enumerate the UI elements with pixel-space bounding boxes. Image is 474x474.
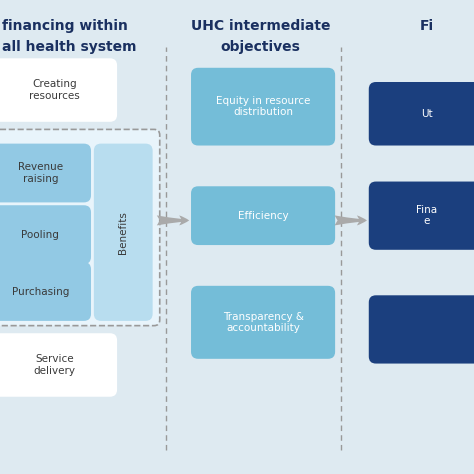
FancyBboxPatch shape xyxy=(191,186,335,245)
Text: Transparency &
accountability: Transparency & accountability xyxy=(223,311,303,333)
Text: Service
delivery: Service delivery xyxy=(34,354,75,376)
Text: objectives: objectives xyxy=(221,40,301,55)
Text: Efficiency: Efficiency xyxy=(238,210,288,221)
Text: Purchasing: Purchasing xyxy=(11,286,69,297)
FancyBboxPatch shape xyxy=(369,82,474,146)
FancyBboxPatch shape xyxy=(0,144,91,202)
FancyBboxPatch shape xyxy=(191,286,335,359)
Text: Ut: Ut xyxy=(421,109,432,119)
Text: Creating
resources: Creating resources xyxy=(29,79,80,101)
FancyBboxPatch shape xyxy=(0,262,91,321)
Text: Pooling: Pooling xyxy=(21,229,59,240)
Text: Equity in resource
distribution: Equity in resource distribution xyxy=(216,96,310,118)
FancyBboxPatch shape xyxy=(0,205,91,264)
Text: Benefits: Benefits xyxy=(118,211,128,254)
FancyBboxPatch shape xyxy=(191,68,335,146)
FancyBboxPatch shape xyxy=(0,333,117,397)
Text: all health system: all health system xyxy=(2,40,137,55)
FancyBboxPatch shape xyxy=(369,182,474,250)
Text: financing within: financing within xyxy=(2,19,128,33)
FancyBboxPatch shape xyxy=(0,58,117,122)
Text: UHC intermediate: UHC intermediate xyxy=(191,19,330,33)
FancyBboxPatch shape xyxy=(0,129,160,326)
FancyBboxPatch shape xyxy=(94,144,153,321)
Text: Revenue
raising: Revenue raising xyxy=(18,162,63,184)
Text: Fina
e: Fina e xyxy=(416,205,437,227)
FancyBboxPatch shape xyxy=(369,295,474,364)
Text: Fi: Fi xyxy=(419,19,434,33)
